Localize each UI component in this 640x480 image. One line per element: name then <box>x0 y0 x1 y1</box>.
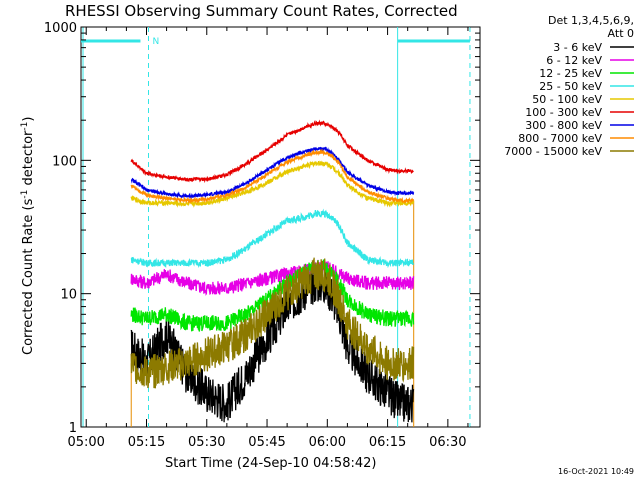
plot-area <box>80 26 481 428</box>
series-line-50to100keV <box>130 160 415 208</box>
x-tick-label: 06:30 <box>429 435 466 450</box>
legend-entry-label: 3 - 6 keV <box>553 41 602 54</box>
legend-entry-label: 25 - 50 keV <box>539 80 602 93</box>
y-axis-label: Corrected Count Rate (s-1 detector-1) <box>20 117 36 355</box>
y-tick-label: 100 <box>52 154 77 169</box>
legend-entry-label: 300 - 800 keV <box>525 119 602 132</box>
series-line-800to7000keV <box>130 148 415 205</box>
series-layer <box>130 119 415 423</box>
series-line-100to300keV <box>130 119 414 184</box>
x-tick-label: 05:30 <box>188 435 225 450</box>
legend-header-line1: Det 1,3,4,5,6,9, <box>548 14 634 27</box>
legend-entry-label: 7000 - 15000 keV <box>504 145 602 158</box>
x-axis: 05:00 05:15 05:30 05:45 06:00 06:15 06:30 <box>67 27 469 450</box>
legend-entry-label: 12 - 25 keV <box>539 67 602 80</box>
y-tick-label: 1000 <box>44 21 77 36</box>
x-axis-label: Start Time (24-Sep-10 04:58:42) <box>165 456 376 471</box>
y-tick-label: 1 <box>69 421 77 436</box>
series-line-6to12keV <box>130 259 415 296</box>
legend-entry-label: 100 - 300 keV <box>525 106 602 119</box>
x-tick-label: 05:15 <box>128 435 165 450</box>
footer-stamp: 16-Oct-2021 10:49 <box>558 467 634 476</box>
series-line-300to800keV <box>130 146 415 200</box>
legend-entry-label: 800 - 7000 keV <box>518 132 602 145</box>
x-tick-label: 06:15 <box>369 435 406 450</box>
series-line-25to50keV <box>130 208 415 269</box>
chart-title: RHESSI Observing Summary Count Rates, Co… <box>65 2 458 20</box>
legend-entry-label: 6 - 12 keV <box>546 54 602 67</box>
y-tick-label: 10 <box>60 288 77 303</box>
x-tick-label: 06:00 <box>309 435 346 450</box>
attenuator-label: N <box>153 37 160 47</box>
legend-header-line2: Att 0 <box>608 27 634 40</box>
x-tick-label: 05:45 <box>248 435 285 450</box>
y-axis: 1 10 100 1000 <box>44 21 480 436</box>
series-line-7000to15000keV <box>130 257 415 389</box>
x-tick-label: 05:00 <box>67 435 104 450</box>
legend-entry-label: 50 - 100 keV <box>532 93 602 106</box>
